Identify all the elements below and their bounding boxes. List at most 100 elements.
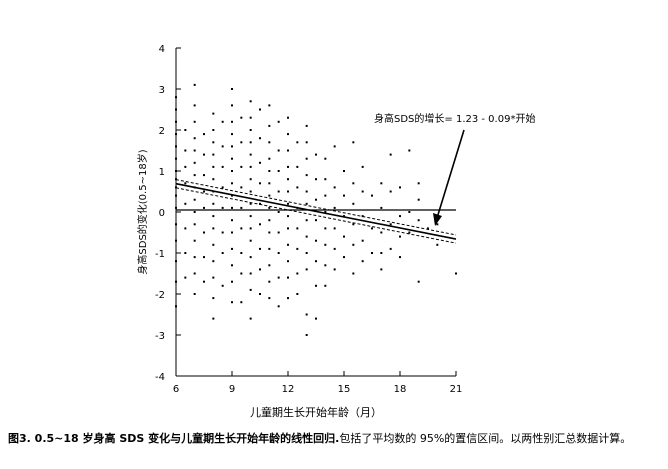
data-point — [427, 227, 429, 230]
data-point — [315, 239, 317, 242]
data-point — [296, 227, 299, 230]
data-point — [371, 227, 373, 230]
data-point — [389, 153, 392, 156]
data-point — [240, 301, 243, 304]
data-point — [268, 157, 271, 160]
data-point — [193, 149, 196, 152]
data-point — [315, 153, 317, 156]
data-point — [268, 182, 271, 185]
regression-lines — [175, 179, 457, 244]
data-point — [221, 145, 224, 148]
data-point — [212, 178, 215, 181]
data-point — [240, 186, 243, 189]
data-point — [175, 280, 177, 283]
y-tick-label: 0 — [159, 208, 165, 219]
data-point — [315, 219, 317, 222]
data-point — [184, 149, 187, 152]
data-point — [221, 252, 224, 254]
figure-caption: 图3. 0.5~18 岁身高 SDS 变化与儿童期生长开始年龄的线性回归.包括了… — [8, 430, 664, 446]
data-point — [212, 297, 215, 300]
data-point — [343, 170, 345, 172]
data-point — [193, 137, 196, 140]
data-point — [305, 157, 308, 160]
x-tick-label: 12 — [282, 384, 295, 395]
data-point — [305, 235, 308, 238]
data-point — [203, 190, 205, 193]
data-point — [287, 149, 289, 152]
data-point — [352, 243, 355, 246]
data-point — [389, 223, 392, 226]
ci-lower-line — [175, 187, 457, 244]
data-point — [212, 215, 215, 218]
data-point — [268, 194, 271, 197]
data-point — [193, 223, 196, 226]
data-point — [277, 252, 280, 254]
data-point — [268, 231, 271, 234]
data-point — [287, 215, 289, 218]
data-point — [212, 317, 215, 320]
data-point — [203, 133, 205, 136]
data-point — [296, 165, 299, 168]
data-point — [352, 223, 355, 226]
data-point — [240, 252, 243, 254]
x-tick-label: 21 — [450, 384, 463, 395]
data-point — [277, 170, 280, 172]
data-point — [305, 141, 308, 144]
data-point — [221, 206, 224, 209]
data-point — [175, 194, 177, 197]
data-point — [259, 161, 261, 164]
data-point — [305, 334, 308, 336]
data-point — [249, 227, 252, 230]
data-point — [287, 276, 289, 279]
data-point — [221, 120, 224, 123]
data-point — [277, 190, 280, 193]
data-point — [436, 243, 439, 246]
annotation-arrowhead — [433, 213, 442, 226]
data-point — [203, 174, 205, 177]
data-point — [315, 284, 317, 287]
data-point — [268, 247, 271, 250]
data-point — [184, 202, 187, 205]
data-point — [352, 202, 355, 205]
data-point — [287, 227, 289, 230]
data-point — [175, 178, 177, 181]
data-point — [305, 202, 308, 205]
data-point — [240, 165, 243, 168]
data-point — [305, 219, 308, 222]
data-point — [277, 305, 280, 308]
data-point — [333, 227, 336, 230]
data-point — [231, 145, 233, 148]
data-point — [221, 284, 224, 287]
y-axis-label: 身高SDS的变化(0.5~18岁) — [136, 149, 149, 274]
data-point — [249, 202, 252, 205]
data-point — [175, 157, 177, 160]
data-point — [380, 268, 383, 271]
data-point — [371, 194, 373, 197]
data-point — [399, 215, 401, 218]
data-point — [268, 297, 271, 300]
data-point — [268, 104, 271, 107]
data-point — [296, 186, 299, 189]
data-point — [268, 124, 271, 127]
data-point — [324, 211, 327, 213]
data-point — [296, 247, 299, 250]
data-point — [315, 198, 317, 201]
y-tick-label: 4 — [159, 44, 165, 55]
data-point — [455, 272, 457, 275]
data-point — [259, 108, 261, 111]
data-point — [231, 194, 233, 197]
data-point — [175, 133, 177, 136]
data-point — [305, 124, 308, 127]
data-point — [352, 141, 355, 144]
data-point — [193, 174, 196, 177]
data-point — [305, 313, 308, 316]
data-point — [231, 157, 233, 160]
data-point — [380, 231, 383, 234]
data-point — [268, 280, 271, 283]
data-point — [249, 153, 252, 156]
data-point — [212, 276, 215, 279]
data-point — [343, 215, 345, 218]
data-point — [231, 104, 233, 107]
data-point — [221, 165, 224, 168]
